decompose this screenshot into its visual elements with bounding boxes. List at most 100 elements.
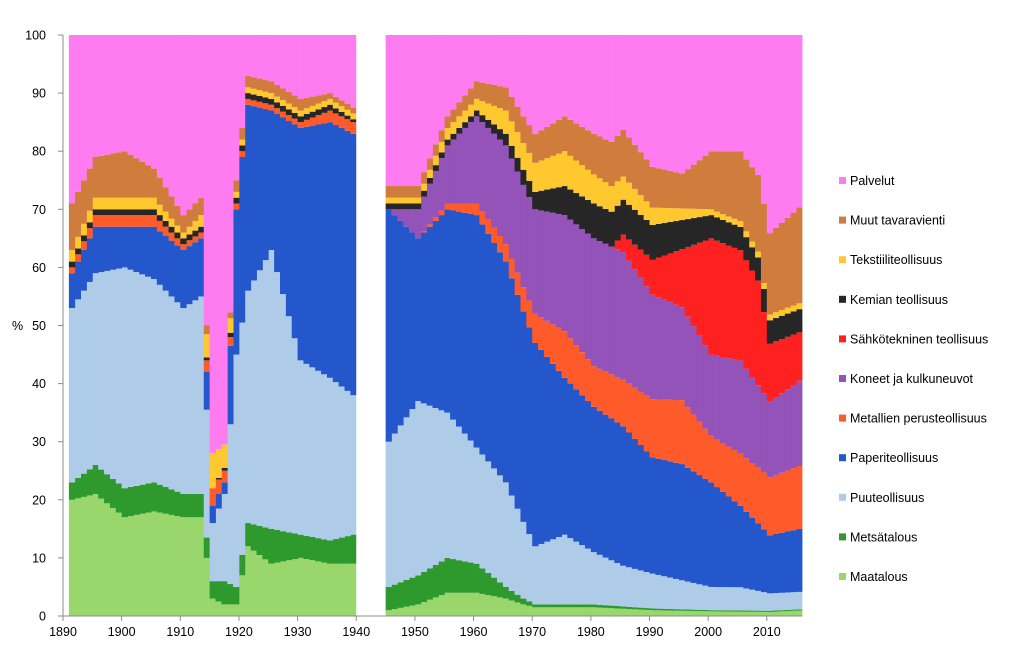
bar-segment	[766, 610, 774, 612]
bar-segment	[526, 35, 533, 126]
bar-segment	[796, 528, 803, 592]
bar-segment	[567, 607, 574, 616]
bar-segment	[455, 116, 463, 128]
bar-segment	[596, 206, 603, 242]
bar-segment	[197, 226, 205, 233]
bar-segment	[655, 399, 662, 459]
bar-segment	[403, 417, 410, 580]
bar-segment	[414, 238, 422, 402]
bar-segment	[162, 513, 169, 616]
bar-segment	[708, 611, 715, 616]
legend-swatch	[839, 335, 846, 343]
y-tick-label: 40	[32, 377, 46, 391]
bar-segment	[397, 425, 404, 583]
bar-segment	[667, 577, 674, 609]
bar-segment	[772, 35, 779, 228]
bar-segment	[250, 550, 257, 616]
bar-segment	[250, 100, 257, 107]
bar-segment	[626, 35, 633, 138]
bar-segment	[579, 395, 586, 546]
bar-segment	[485, 35, 492, 84]
bar-segment	[737, 587, 744, 611]
legend-swatch	[839, 295, 846, 303]
bar-segment	[760, 288, 768, 313]
bar-segment	[133, 272, 140, 486]
bar-segment	[215, 35, 222, 449]
bar-segment	[602, 557, 609, 606]
bar-segment	[80, 35, 87, 181]
bar-segment	[145, 209, 152, 216]
bar-segment	[784, 336, 791, 390]
bar-segment	[192, 493, 199, 518]
bar-segment	[145, 226, 152, 277]
bar-segment	[796, 380, 803, 466]
bar-segment	[268, 104, 275, 111]
bar-segment	[133, 485, 140, 515]
bar-segment	[538, 607, 545, 616]
bar-segment	[98, 209, 105, 216]
bar-segment	[766, 320, 774, 344]
bar-segment	[180, 35, 187, 216]
x-tick-label: 1920	[225, 625, 253, 639]
bar-segment	[743, 368, 750, 459]
bar-segment	[203, 357, 211, 361]
bar-segment	[708, 586, 715, 611]
bar-segment	[502, 35, 510, 88]
bar-segment	[391, 197, 398, 204]
bar-segment	[385, 586, 392, 611]
series-paperiteollisuus	[68, 104, 803, 594]
bar-segment	[649, 573, 656, 609]
bar-segment	[285, 109, 293, 116]
bar-segment	[215, 478, 222, 480]
x-tick-label: 2000	[694, 625, 722, 639]
bar-segment	[749, 270, 756, 378]
bar-segment	[450, 109, 457, 123]
bar-segment	[532, 162, 539, 192]
bar-segment	[678, 220, 686, 250]
bar-segment	[215, 601, 222, 616]
bar-segment	[655, 610, 662, 616]
bar-segment	[737, 505, 744, 588]
bar-segment	[414, 401, 422, 576]
bar-segment	[755, 251, 762, 258]
bar-segment	[725, 446, 733, 497]
bar-segment	[549, 324, 557, 364]
bar-segment	[197, 215, 205, 227]
bar-segment	[567, 189, 574, 220]
bar-segment	[186, 226, 193, 235]
bar-segment	[350, 35, 357, 108]
bar-segment	[268, 110, 275, 250]
bar-segment	[168, 240, 175, 297]
bar-segment	[760, 35, 768, 205]
bar-segment	[614, 35, 621, 136]
x-axis: 1890 1900 1910 1920 1930 1940 1950 1960 1970 1980…	[49, 615, 802, 639]
bar-segment	[150, 209, 158, 216]
legend-label: Koneet ja kulkuneuvot	[850, 372, 974, 386]
bar-segment	[590, 607, 598, 616]
bar-segment	[714, 240, 721, 356]
bar-segment	[274, 84, 281, 97]
bar-segment	[702, 209, 709, 217]
bar-segment	[403, 197, 410, 204]
bar-segment	[620, 35, 627, 130]
bar-segment	[755, 610, 762, 612]
bar-segment	[479, 115, 486, 123]
bar-segment	[250, 280, 257, 525]
bar-segment	[608, 35, 615, 142]
bar-segment	[326, 540, 334, 564]
bar-segment	[68, 203, 76, 250]
bar-segment	[92, 35, 99, 158]
bar-segment	[215, 581, 222, 602]
bar-segment	[256, 525, 263, 555]
bar-segment	[227, 584, 234, 605]
bar-segment	[626, 606, 633, 610]
bar-segment	[145, 483, 152, 513]
bar-segment	[397, 582, 404, 608]
bar-segment	[778, 592, 785, 611]
x-tick-label: 1950	[401, 625, 429, 639]
bar-segment	[186, 240, 193, 247]
bar-segment	[238, 127, 246, 140]
bar-segment	[98, 197, 105, 210]
bar-segment	[672, 610, 680, 616]
bar-segment	[649, 166, 656, 208]
